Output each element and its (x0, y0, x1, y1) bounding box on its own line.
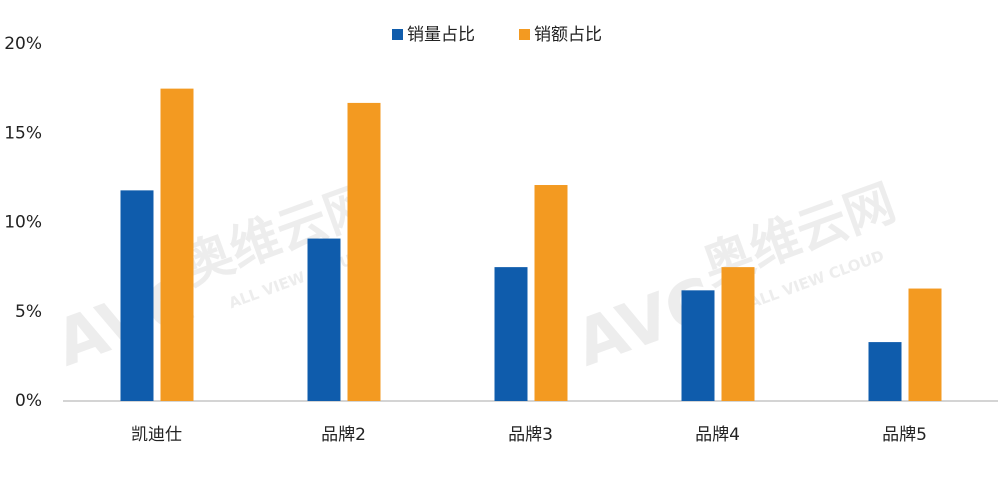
x-tick-label: 品牌4 (695, 425, 740, 445)
bar (120, 190, 154, 401)
legend-swatch (519, 29, 530, 40)
x-tick-label: 品牌2 (321, 425, 366, 445)
x-tick-label: 品牌3 (508, 425, 553, 445)
legend-swatch (392, 29, 403, 40)
y-tick-label: 10% (4, 213, 42, 233)
y-tick-label: 15% (4, 123, 42, 143)
y-tick-label: 5% (15, 302, 42, 322)
bar (347, 102, 381, 401)
bar (908, 288, 942, 401)
x-tick-label: 品牌5 (882, 425, 927, 445)
legend-label: 销量占比 (407, 25, 475, 45)
y-tick-label: 0% (15, 391, 42, 411)
y-tick-label: 20% (4, 34, 42, 54)
bar (534, 185, 568, 401)
bar (494, 267, 528, 401)
bar (721, 267, 755, 401)
legend-label: 销额占比 (534, 25, 602, 45)
bar (307, 238, 341, 401)
bar (868, 342, 902, 401)
bar (681, 290, 715, 401)
bar (160, 88, 194, 401)
x-tick-label: 凯迪仕 (131, 425, 182, 445)
